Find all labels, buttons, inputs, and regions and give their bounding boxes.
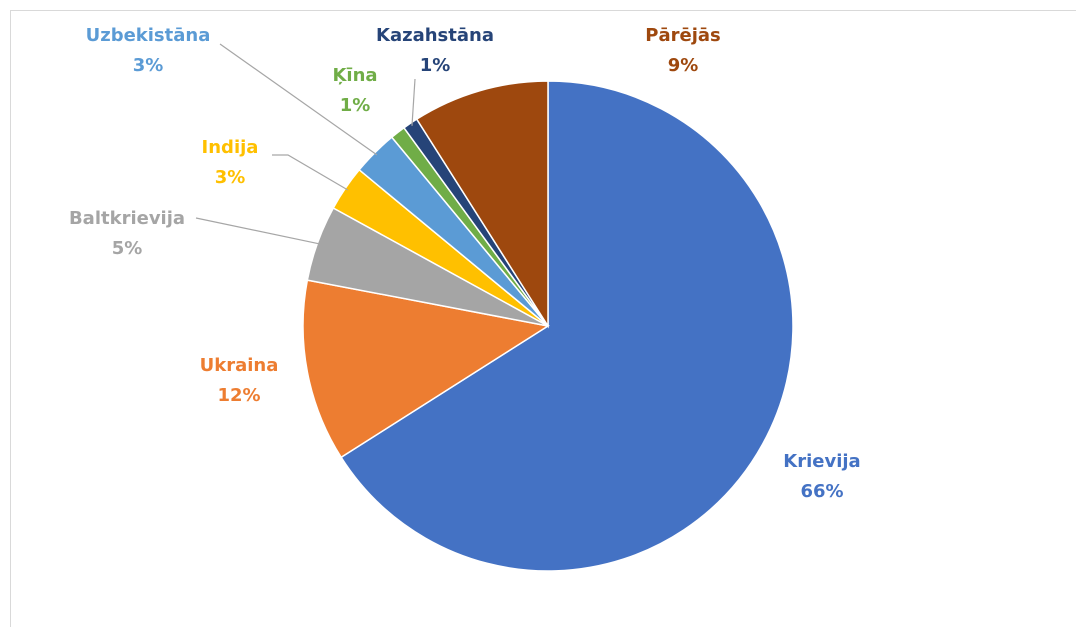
- leader-line: [272, 154, 349, 191]
- value-label: 9%: [668, 55, 699, 76]
- leader-line: [411, 78, 416, 126]
- pie-slice: [415, 80, 549, 329]
- category-label: Ukraina: [200, 355, 279, 376]
- category-label: Kazahstāna: [376, 25, 494, 46]
- category-label: Ķīna: [332, 65, 377, 86]
- category-label: Baltkrievija: [69, 208, 185, 229]
- pie-slice: [302, 279, 551, 459]
- pie-slice: [340, 80, 794, 572]
- leader-line: [219, 43, 378, 156]
- category-label: Uzbekistāna: [86, 25, 211, 46]
- category-label: Indija: [202, 137, 259, 158]
- leader-line: [195, 217, 321, 245]
- chart-border: [10, 10, 1076, 627]
- value-label: 3%: [215, 167, 246, 188]
- value-label: 1%: [420, 55, 451, 76]
- value-label: 12%: [217, 385, 260, 406]
- value-label: 1%: [340, 95, 371, 116]
- value-label: 66%: [800, 481, 843, 502]
- value-label: 3%: [133, 55, 164, 76]
- value-label: 5%: [112, 238, 143, 259]
- category-label: Krievija: [783, 451, 860, 472]
- category-label: Pārējās: [645, 25, 720, 46]
